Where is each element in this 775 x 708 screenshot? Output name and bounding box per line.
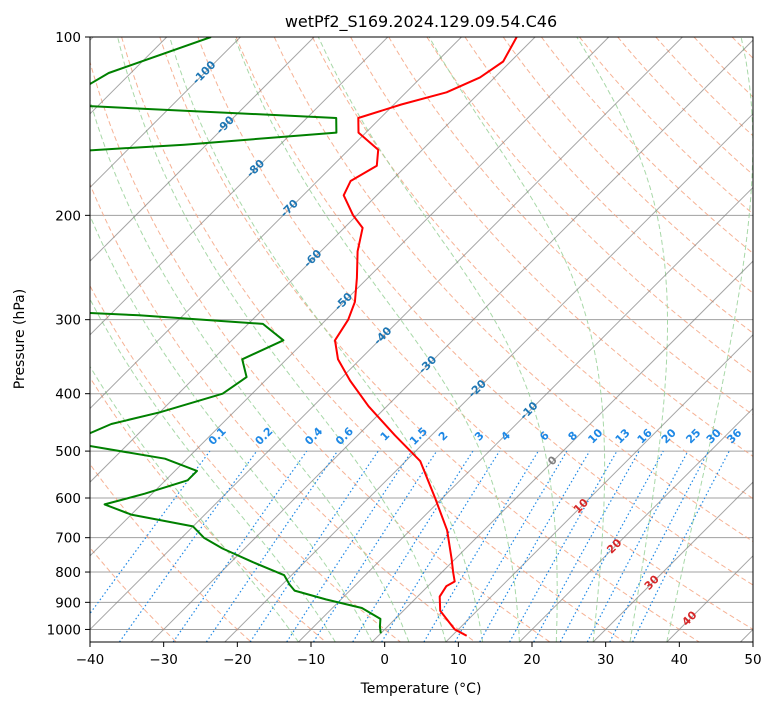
moist-adiabat-line — [169, 37, 484, 642]
x-axis-ticks: −40 −30 −20 −10 0 10 20 30 40 50 — [76, 642, 762, 668]
x-tick-label: 40 — [671, 652, 688, 668]
mixing-ratio-line — [312, 450, 438, 642]
isotherm-line — [519, 407, 753, 642]
y-tick-label: 100 — [55, 30, 81, 46]
y-tick-label: 500 — [55, 444, 81, 460]
moist-adiabat-line — [428, 37, 606, 642]
isotherm-line — [90, 37, 241, 189]
x-tick-label: −30 — [149, 652, 178, 668]
mixing-ratio-line — [286, 450, 413, 642]
plot-area — [90, 37, 753, 642]
x-tick-label: 30 — [597, 652, 614, 668]
dry-adiabat-line — [502, 37, 753, 294]
y-tick-label: 1000 — [47, 622, 81, 638]
y-tick-label: 200 — [55, 208, 81, 224]
isotherm-line — [90, 37, 462, 410]
isotherm-line — [90, 37, 536, 483]
temperature-line — [334, 37, 518, 637]
mixing-ratio-line — [352, 450, 474, 642]
mixing-ratio-line — [119, 450, 258, 642]
x-tick-label: 50 — [744, 652, 761, 668]
y-tick-label: 700 — [55, 531, 81, 547]
mixing-ratio-line — [533, 450, 640, 642]
isotherm-line — [224, 113, 753, 642]
dry-adiabat-line — [541, 37, 753, 254]
isotherm-line — [371, 260, 753, 642]
x-tick-label: 20 — [523, 652, 540, 668]
dry-adiabats — [90, 37, 775, 642]
x-tick-label: 0 — [380, 652, 389, 668]
x-tick-label: −20 — [223, 652, 252, 668]
dewpoint-line — [90, 37, 382, 634]
x-tick-label: −40 — [76, 652, 105, 668]
moist-adiabat-line — [117, 37, 447, 642]
chart-title: wetPf2_S169.2024.129.09.54.C46 — [285, 12, 557, 32]
mixing-ratio-line — [509, 450, 618, 642]
isotherm-line — [90, 37, 315, 262]
isotherm-line — [90, 37, 683, 631]
y-axis-ticks: 100 200 300 400 500 600 700 800 900 1000 — [47, 30, 90, 638]
y-tick-label: 600 — [55, 491, 81, 507]
moist-adiabat-line — [576, 37, 668, 642]
dry-adiabat-line — [90, 183, 476, 642]
x-tick-label: 10 — [450, 652, 467, 668]
dry-adiabat-line — [311, 37, 753, 500]
mixing-ratio-line — [205, 450, 338, 642]
plot-frame — [89, 36, 754, 643]
dry-adiabat-line — [388, 37, 753, 416]
y-axis-title: Pressure (hPa) — [12, 289, 28, 389]
y-tick-label: 400 — [55, 387, 81, 403]
moist-adiabat-line — [666, 37, 753, 642]
isotherm-grid — [90, 37, 753, 642]
y-tick-label: 900 — [55, 595, 81, 611]
mixing-ratio-line — [559, 450, 664, 642]
isotherm-line — [90, 37, 389, 336]
dry-adiabat-line — [426, 37, 753, 375]
profile-lines — [90, 37, 518, 637]
mixing-ratio-line — [90, 450, 211, 615]
dry-adiabat-line — [235, 37, 753, 586]
isotherm-line — [298, 186, 753, 642]
mixing-ratio-line — [172, 450, 308, 642]
y-tick-label: 800 — [55, 565, 81, 581]
isotherm-line — [592, 481, 753, 642]
moist-adiabat-line — [317, 37, 558, 642]
mixing-ratio-line — [381, 450, 501, 642]
isotherm-line — [150, 39, 753, 642]
x-tick-label: −10 — [297, 652, 326, 668]
moist-adiabat-line — [90, 298, 336, 642]
isotherm-line — [445, 334, 753, 642]
dry-adiabat-line — [90, 284, 401, 642]
moist-adiabat-line — [90, 214, 373, 642]
dry-adiabat-line — [90, 60, 551, 642]
mixing-ratio-line — [632, 450, 730, 642]
moist-adiabat-line — [234, 37, 520, 642]
isotherm-line — [90, 37, 610, 557]
dry-adiabat-line — [197, 37, 753, 630]
dry-adiabat-line — [770, 37, 775, 642]
mixing-ratio-lines — [90, 450, 730, 642]
mixing-ratio-line — [249, 450, 379, 642]
moist-adiabat-line — [90, 98, 410, 642]
dry-adiabat-line — [90, 463, 252, 642]
dry-adiabat-line — [159, 37, 700, 642]
x-axis-title: Temperature (°C) — [360, 681, 482, 697]
y-tick-label: 300 — [55, 313, 81, 329]
dry-adiabat-line — [617, 37, 753, 176]
